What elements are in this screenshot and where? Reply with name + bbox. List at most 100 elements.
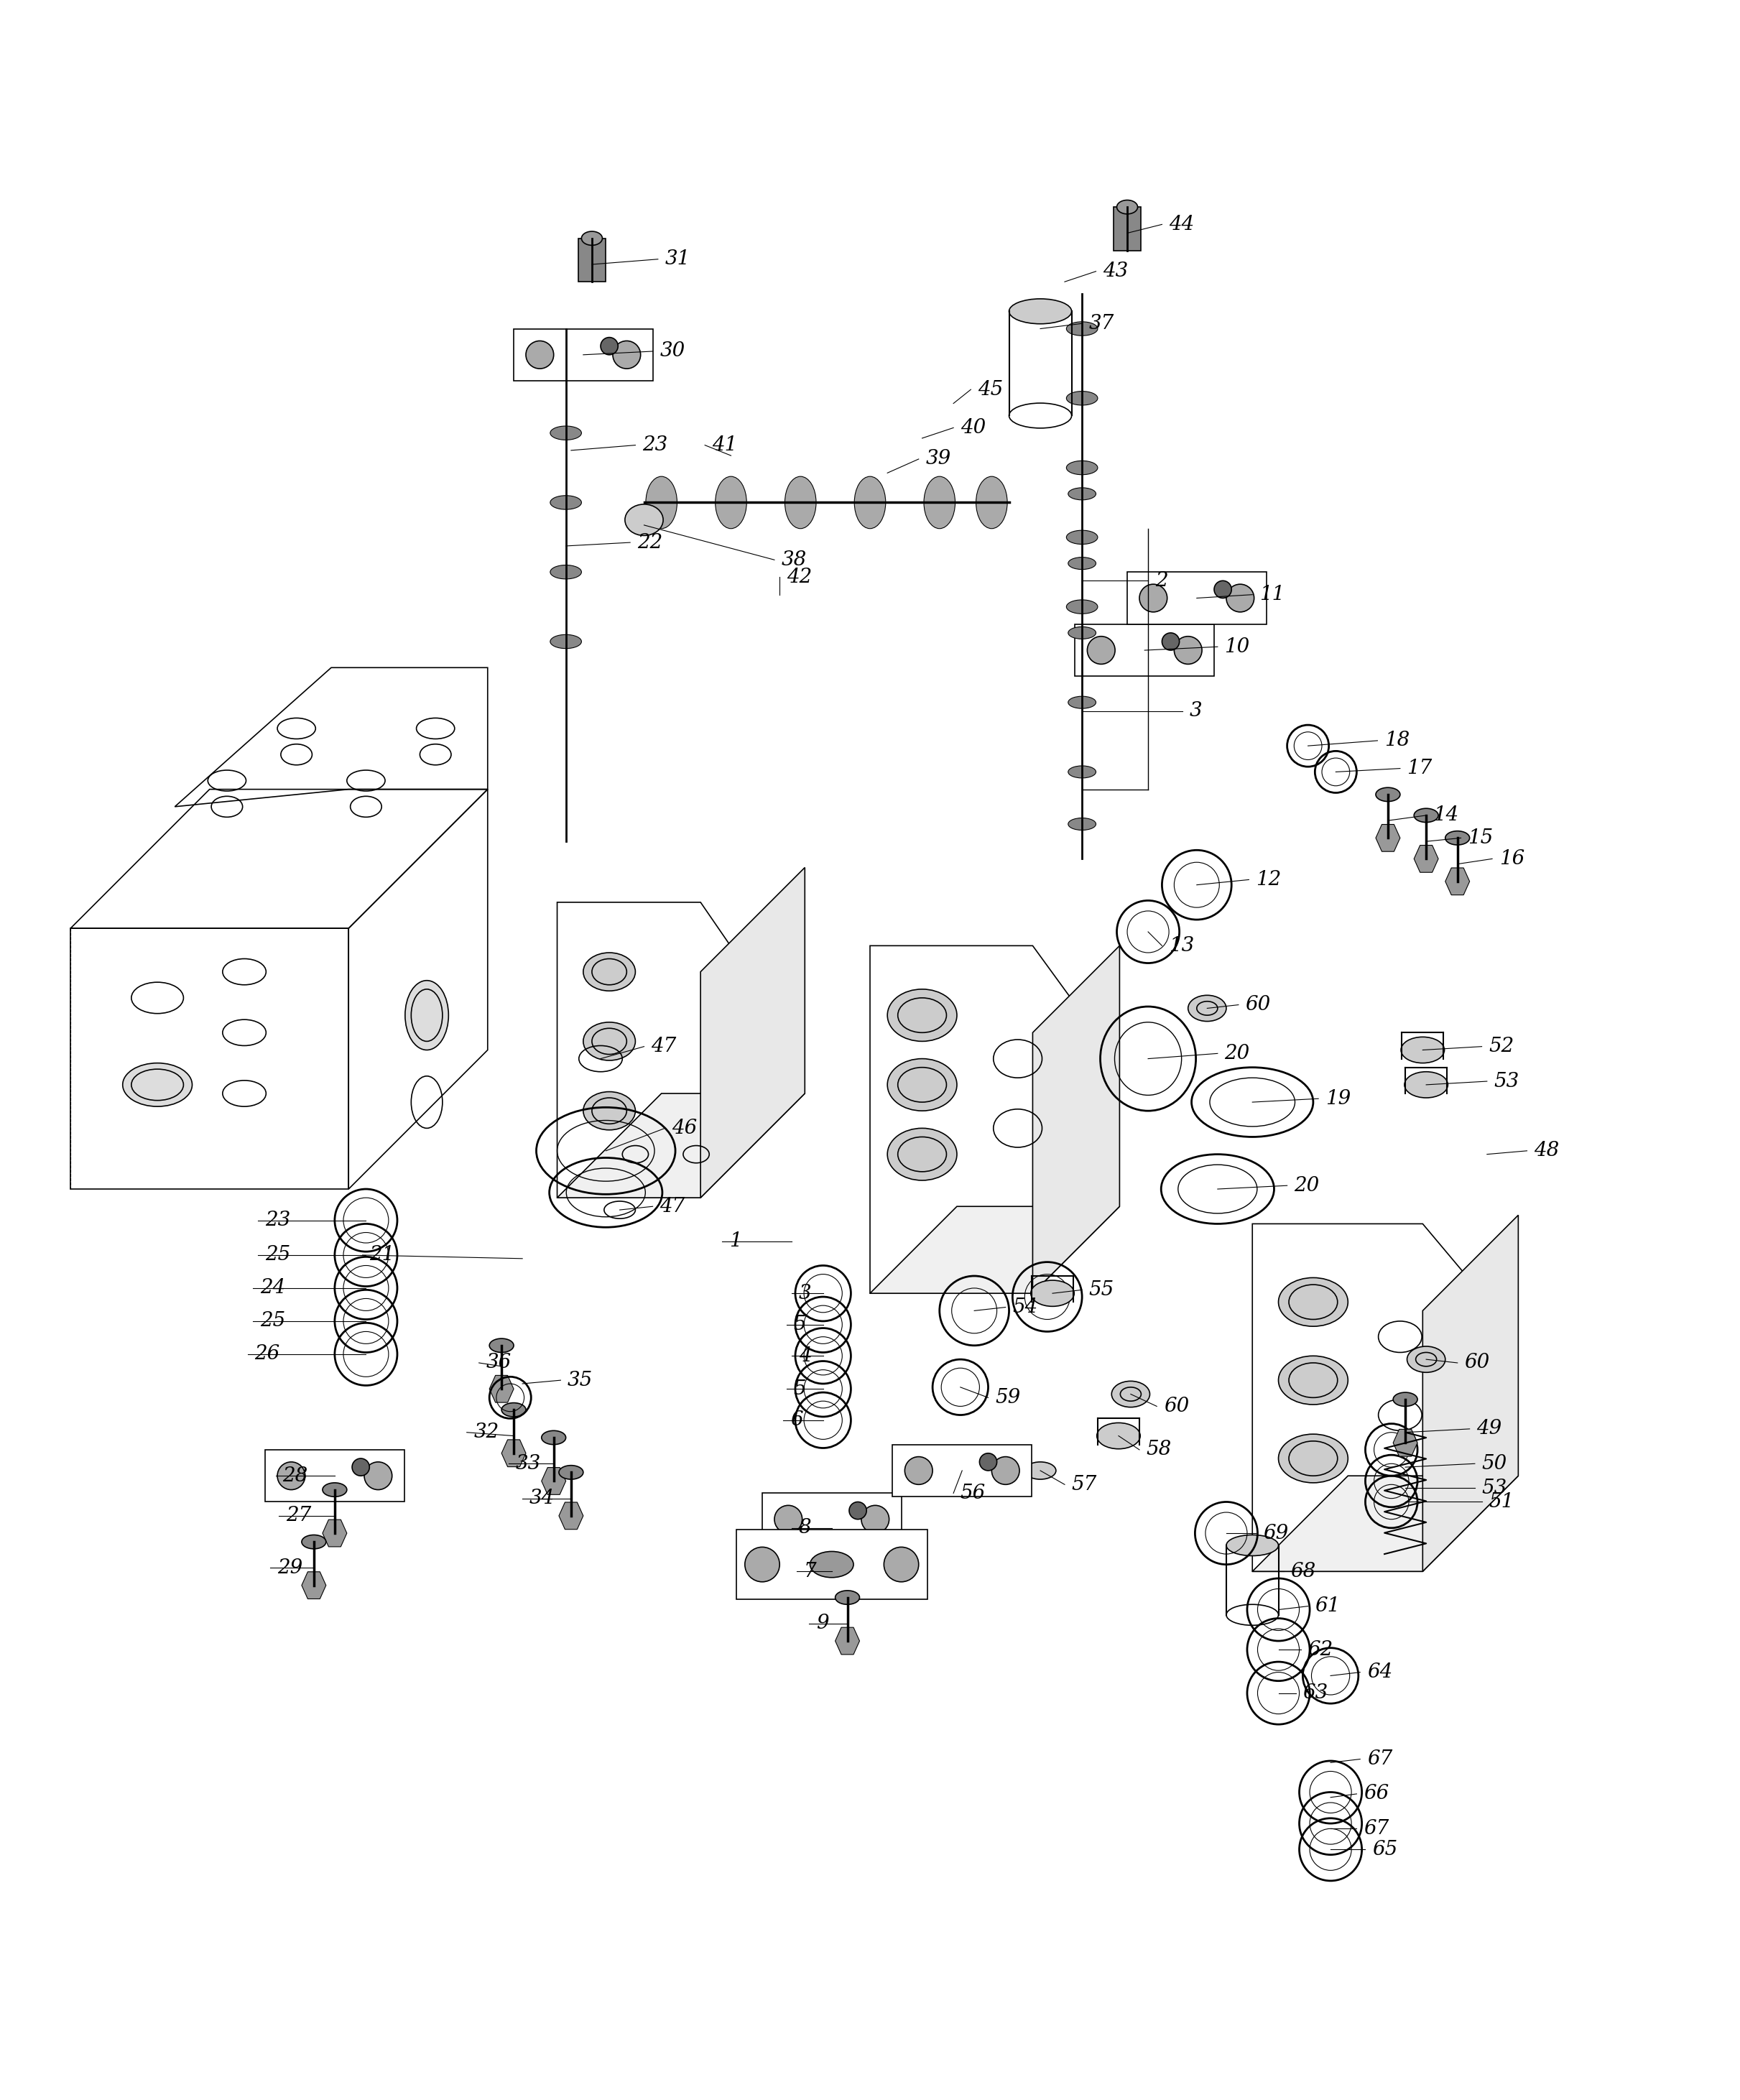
Ellipse shape <box>1009 298 1072 323</box>
Ellipse shape <box>1067 460 1098 475</box>
Polygon shape <box>541 1468 566 1495</box>
Text: 41: 41 <box>712 435 738 456</box>
Ellipse shape <box>405 981 449 1050</box>
Circle shape <box>351 1457 369 1476</box>
Ellipse shape <box>887 989 957 1042</box>
Polygon shape <box>1128 571 1267 624</box>
Ellipse shape <box>1279 1357 1349 1405</box>
Polygon shape <box>762 1493 901 1546</box>
Text: 25: 25 <box>259 1310 285 1331</box>
Ellipse shape <box>550 357 581 370</box>
Polygon shape <box>893 1445 1032 1497</box>
Polygon shape <box>1394 1430 1418 1455</box>
Polygon shape <box>1415 846 1439 871</box>
Ellipse shape <box>322 1483 346 1497</box>
Text: 34: 34 <box>529 1489 555 1508</box>
Ellipse shape <box>301 1535 325 1550</box>
Text: 27: 27 <box>285 1506 311 1525</box>
Ellipse shape <box>835 1590 860 1604</box>
Polygon shape <box>1032 945 1119 1294</box>
Text: 46: 46 <box>672 1119 698 1138</box>
Text: 22: 22 <box>637 533 663 552</box>
Ellipse shape <box>122 1063 191 1107</box>
Ellipse shape <box>1068 556 1096 569</box>
Ellipse shape <box>1394 1392 1418 1407</box>
Polygon shape <box>1075 624 1215 676</box>
Ellipse shape <box>489 1338 513 1352</box>
Circle shape <box>774 1506 802 1533</box>
Text: 16: 16 <box>1500 848 1524 869</box>
Ellipse shape <box>583 1023 635 1060</box>
Circle shape <box>745 1548 780 1581</box>
Polygon shape <box>513 330 652 380</box>
Text: 31: 31 <box>665 250 691 269</box>
Text: 15: 15 <box>1469 827 1493 848</box>
Polygon shape <box>557 1094 806 1197</box>
Text: 55: 55 <box>1089 1281 1114 1300</box>
Polygon shape <box>301 1571 325 1598</box>
Ellipse shape <box>854 477 886 529</box>
Text: 20: 20 <box>1295 1176 1319 1195</box>
Circle shape <box>1088 636 1115 664</box>
Ellipse shape <box>583 1092 635 1130</box>
Ellipse shape <box>559 1466 583 1478</box>
Text: 60: 60 <box>1465 1352 1489 1373</box>
Circle shape <box>525 340 553 370</box>
Text: 67: 67 <box>1368 1749 1392 1768</box>
Text: 12: 12 <box>1256 869 1281 890</box>
Circle shape <box>861 1506 889 1533</box>
Polygon shape <box>701 867 806 1197</box>
Text: 26: 26 <box>254 1344 280 1363</box>
Ellipse shape <box>1279 1434 1349 1483</box>
Ellipse shape <box>1446 832 1470 844</box>
Ellipse shape <box>541 1430 566 1445</box>
Polygon shape <box>557 903 748 1197</box>
Text: 39: 39 <box>926 449 952 468</box>
Text: 24: 24 <box>259 1279 285 1298</box>
Text: 65: 65 <box>1373 1840 1397 1859</box>
Text: 61: 61 <box>1315 1596 1340 1615</box>
Ellipse shape <box>550 496 581 510</box>
Ellipse shape <box>924 477 955 529</box>
Text: 60: 60 <box>1164 1397 1188 1415</box>
Polygon shape <box>1253 1476 1519 1571</box>
Ellipse shape <box>550 565 581 580</box>
Text: 64: 64 <box>1368 1663 1392 1682</box>
Ellipse shape <box>581 231 602 246</box>
Text: 36: 36 <box>485 1352 512 1373</box>
Text: 6: 6 <box>790 1411 802 1430</box>
Text: 13: 13 <box>1169 937 1194 956</box>
Text: 44: 44 <box>1169 214 1194 233</box>
Text: 40: 40 <box>960 418 985 437</box>
Text: 1: 1 <box>729 1231 741 1252</box>
Bar <box>578 237 606 281</box>
Polygon shape <box>736 1529 927 1600</box>
Text: 5: 5 <box>793 1380 806 1399</box>
Ellipse shape <box>1376 788 1401 802</box>
Ellipse shape <box>1188 995 1227 1021</box>
Ellipse shape <box>1030 1281 1074 1306</box>
Ellipse shape <box>1408 1346 1446 1373</box>
Text: 35: 35 <box>567 1371 593 1390</box>
Ellipse shape <box>1067 391 1098 405</box>
Ellipse shape <box>887 1128 957 1180</box>
Circle shape <box>980 1453 997 1470</box>
Text: 45: 45 <box>978 380 1002 399</box>
Text: 62: 62 <box>1308 1640 1333 1659</box>
Text: 17: 17 <box>1408 758 1432 779</box>
Text: 28: 28 <box>282 1466 308 1485</box>
Text: 23: 23 <box>642 435 668 456</box>
Circle shape <box>1215 582 1232 598</box>
Polygon shape <box>559 1501 583 1529</box>
Ellipse shape <box>1068 697 1096 708</box>
Circle shape <box>364 1462 392 1489</box>
Text: 59: 59 <box>995 1388 1020 1407</box>
Circle shape <box>600 338 618 355</box>
Ellipse shape <box>550 634 581 649</box>
Text: 63: 63 <box>1303 1684 1328 1703</box>
Ellipse shape <box>1096 1424 1140 1449</box>
Ellipse shape <box>1279 1277 1349 1327</box>
Ellipse shape <box>1415 808 1439 823</box>
Text: 33: 33 <box>515 1453 541 1474</box>
Text: 42: 42 <box>786 567 813 586</box>
